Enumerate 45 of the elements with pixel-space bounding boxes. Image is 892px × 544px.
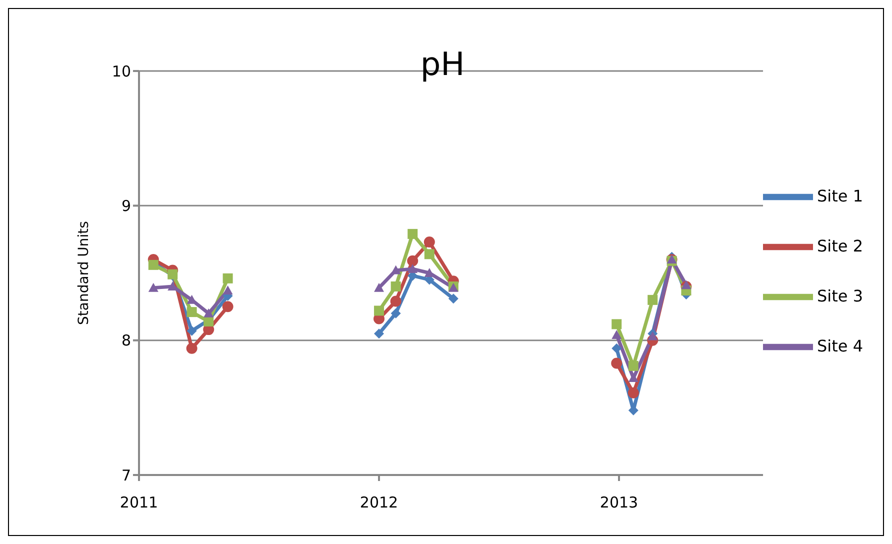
x-tick-label: 2011 [120,494,158,512]
point [204,308,214,318]
point [407,255,418,266]
point [390,296,402,307]
point [390,265,401,274]
point [186,342,198,354]
point [148,282,158,292]
point [612,343,622,354]
point [628,373,638,382]
point [186,326,197,336]
legend-label: Site 1 [817,186,863,206]
x-tick-label: 2013 [600,494,638,512]
point [222,273,233,284]
legend-label: Site 4 [817,336,863,356]
y-tick-label: 8 [121,332,131,350]
point [628,387,639,398]
point [408,264,418,273]
point [648,331,658,340]
point [648,294,658,305]
point [374,328,384,339]
point [612,330,622,339]
point [222,301,234,312]
point [424,249,434,260]
y-tick-label: 7 [121,466,131,484]
point [390,281,401,292]
point [148,260,158,270]
x-tick-label: 2012 [360,494,398,512]
legend-label: Site 2 [817,236,863,256]
point [612,319,622,330]
point [681,280,692,290]
point [374,306,384,316]
y-tick-label: 10 [112,62,131,80]
point [424,236,435,248]
legend-label: Site 3 [817,286,863,306]
point [408,228,418,239]
point [448,294,458,304]
point [186,307,197,318]
y-tick-label: 9 [121,196,131,215]
point [374,282,384,292]
point [628,360,638,371]
y-axis-title: Standard Units [76,221,92,325]
chart-title: pH [419,45,466,83]
point [611,358,622,369]
point [222,286,233,295]
point [390,308,401,318]
